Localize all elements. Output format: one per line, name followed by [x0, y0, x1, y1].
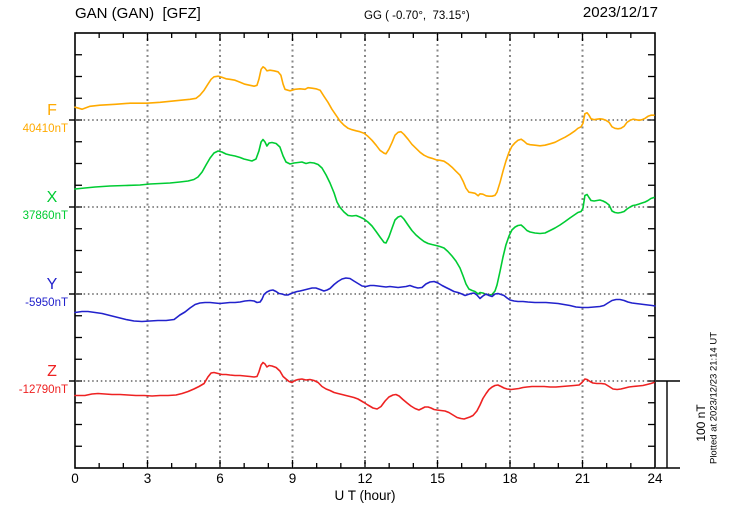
- baseline-value-X: 37860nT: [22, 210, 68, 222]
- trace-X: [74, 138, 655, 296]
- plot-date: 2023/12/17: [582, 4, 658, 21]
- component-label-F: F: [47, 102, 57, 119]
- scale-bar-label: 100 nT: [694, 404, 708, 442]
- trace-Z: [74, 361, 655, 420]
- x-tick-label-12: 12: [357, 471, 373, 486]
- plotted-at-note: Plotted at 2023/12/23 21:14 UT: [708, 331, 720, 465]
- baseline-value-Z: -12790nT: [18, 384, 68, 396]
- component-label-Z: Z: [47, 363, 57, 380]
- trace-F: [74, 66, 655, 197]
- baseline-value-Y: -5950nT: [25, 297, 68, 309]
- x-tick-label-18: 18: [502, 471, 518, 486]
- x-tick-label-6: 6: [216, 471, 224, 486]
- x-tick-label-15: 15: [429, 471, 446, 486]
- x-tick-label-21: 21: [574, 471, 591, 486]
- x-tick-label-24: 24: [647, 471, 663, 486]
- x-axis-label: U T (hour): [334, 488, 396, 503]
- component-label-Y: Y: [46, 276, 58, 293]
- geographic-coordinates: GG ( -0.70°, 73.15°): [364, 10, 470, 22]
- component-label-X: X: [46, 189, 58, 206]
- trace-Y: [74, 277, 656, 323]
- x-tick-label-9: 9: [288, 471, 297, 486]
- x-tick-label-3: 3: [143, 471, 152, 486]
- x-tick-label-0: 0: [71, 471, 79, 486]
- baseline-value-F: 40410nT: [22, 123, 68, 135]
- station-title: GAN (GAN) [GFZ]: [75, 5, 201, 22]
